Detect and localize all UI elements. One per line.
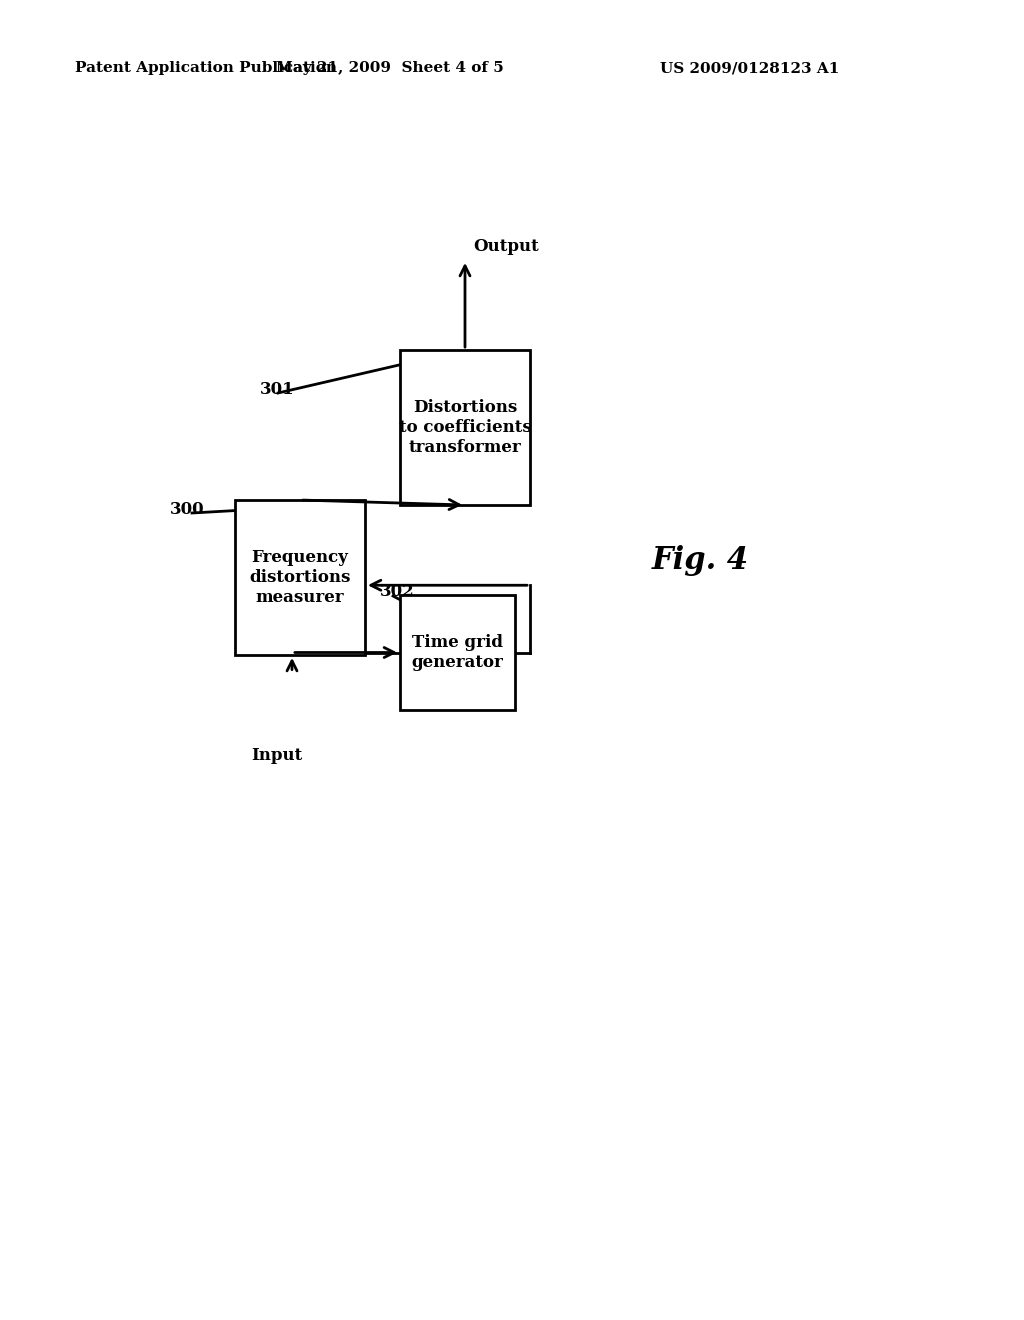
Bar bbox=[400, 595, 515, 710]
Text: 300: 300 bbox=[170, 502, 205, 519]
Text: Time grid
generator: Time grid generator bbox=[412, 634, 504, 671]
Text: Output: Output bbox=[473, 238, 539, 255]
Bar bbox=[234, 500, 365, 655]
Text: Fig. 4: Fig. 4 bbox=[651, 544, 749, 576]
Text: Frequency
distortions
measurer: Frequency distortions measurer bbox=[249, 549, 350, 606]
Text: Distortions
to coefficients
transformer: Distortions to coefficients transformer bbox=[398, 400, 531, 455]
Text: Input: Input bbox=[251, 747, 303, 764]
Bar bbox=[400, 350, 530, 506]
Text: Patent Application Publication: Patent Application Publication bbox=[75, 61, 337, 75]
Text: 301: 301 bbox=[260, 381, 295, 399]
Text: 302: 302 bbox=[380, 583, 415, 601]
Text: May 21, 2009  Sheet 4 of 5: May 21, 2009 Sheet 4 of 5 bbox=[276, 61, 504, 75]
Text: US 2009/0128123 A1: US 2009/0128123 A1 bbox=[660, 61, 840, 75]
